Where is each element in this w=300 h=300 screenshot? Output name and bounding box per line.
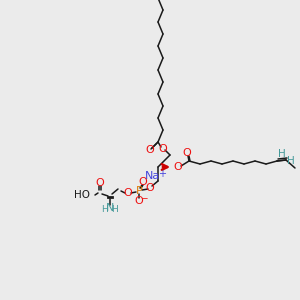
Text: O: O	[174, 162, 182, 172]
Text: O: O	[146, 145, 154, 155]
Text: H: H	[112, 205, 118, 214]
Text: O: O	[183, 148, 191, 158]
Text: O: O	[124, 188, 132, 198]
Text: P: P	[136, 186, 142, 196]
Text: +: +	[158, 169, 166, 179]
Text: O: O	[159, 144, 167, 154]
Text: −: −	[140, 194, 148, 202]
Text: N: N	[106, 203, 114, 213]
Text: H: H	[278, 149, 286, 159]
Text: HO: HO	[74, 190, 90, 200]
Text: O: O	[96, 178, 104, 188]
Text: O: O	[139, 177, 147, 187]
Text: H: H	[287, 156, 295, 166]
Text: O: O	[135, 196, 143, 206]
Text: H: H	[102, 205, 108, 214]
Text: O: O	[146, 183, 154, 193]
Text: Na: Na	[146, 171, 160, 181]
